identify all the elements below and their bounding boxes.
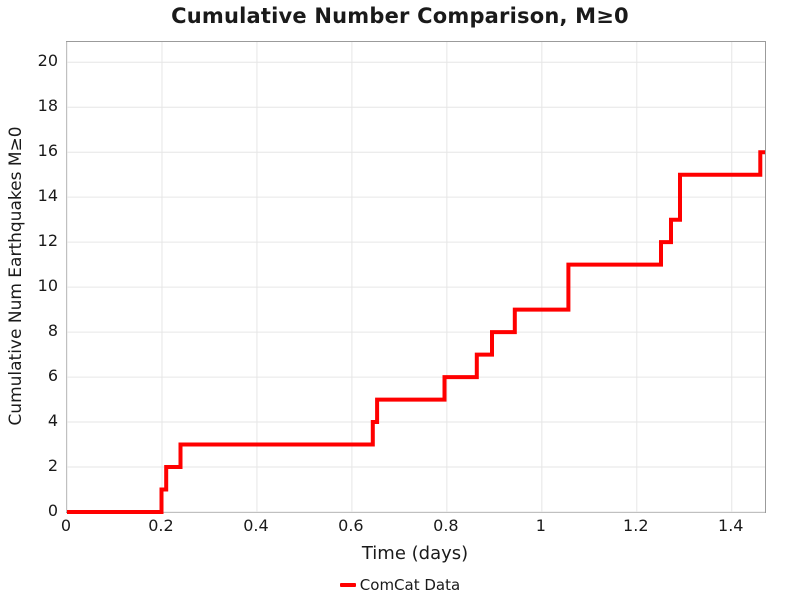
x-tick-label: 0.8 xyxy=(433,516,459,535)
chart-title: Cumulative Number Comparison, M≥0 xyxy=(171,4,629,28)
y-tick-label: 10 xyxy=(37,276,58,296)
y-tick-label: 14 xyxy=(37,186,58,206)
y-tick-label: 16 xyxy=(37,141,58,161)
x-tick-label: 1.2 xyxy=(623,516,649,535)
y-tick-label: 8 xyxy=(47,321,58,341)
series-line-comcat-data xyxy=(67,150,765,514)
y-tick-label: 2 xyxy=(47,456,58,476)
x-tick-label: 0.2 xyxy=(148,516,174,535)
legend-label: ComCat Data xyxy=(359,576,461,594)
y-tick-label: 6 xyxy=(47,366,58,386)
y-tick-label: 12 xyxy=(37,231,58,251)
x-tick-label: 1 xyxy=(535,516,546,535)
x-tick-label: 0.4 xyxy=(243,516,269,535)
x-tick-label: 0 xyxy=(60,516,72,535)
y-tick-label: 0 xyxy=(47,501,58,520)
y-tick-label: 4 xyxy=(47,411,58,431)
x-axis-label: Time (days) xyxy=(361,543,469,564)
legend: ComCat Data xyxy=(0,574,800,596)
legend-line-swatch-icon xyxy=(339,583,356,587)
y-tick-label: 18 xyxy=(37,96,58,116)
plot-canvas xyxy=(66,42,765,514)
x-tick-label: 0.6 xyxy=(338,516,364,535)
plot-area xyxy=(66,41,766,514)
x-tick-label: 1.4 xyxy=(718,516,744,535)
y-tick-label: 20 xyxy=(37,51,58,71)
